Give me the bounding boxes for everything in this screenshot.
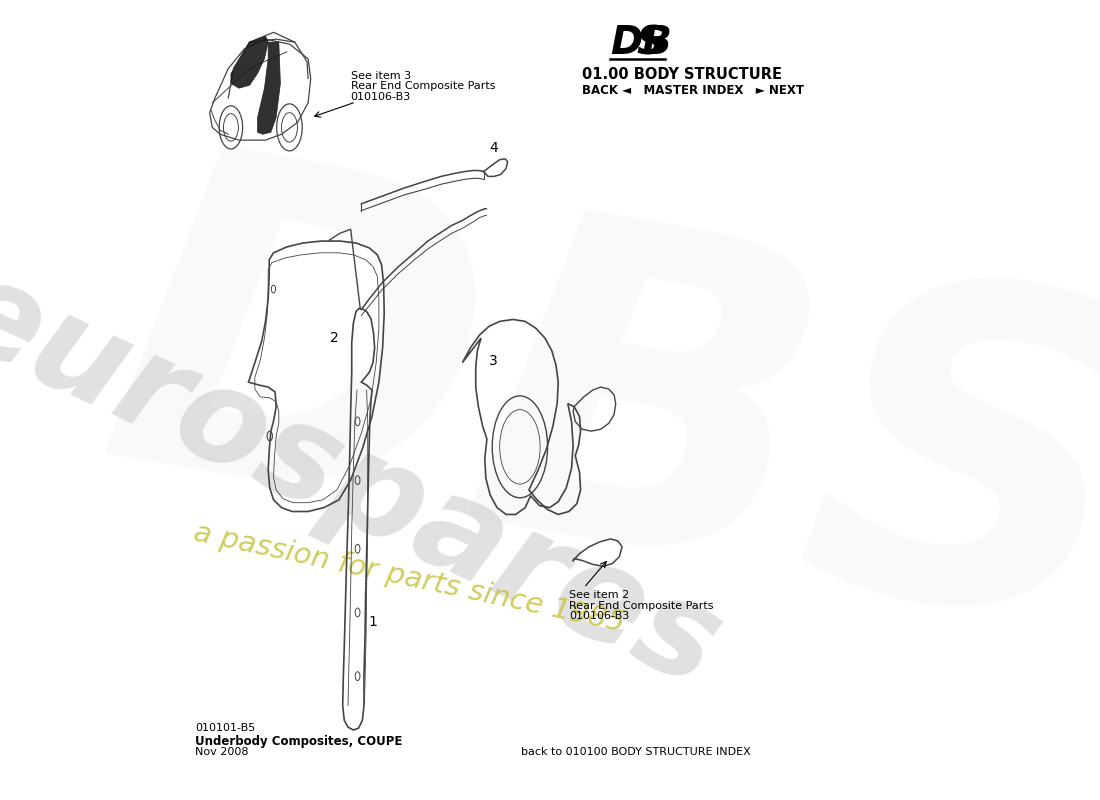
Text: See item 3: See item 3 xyxy=(351,70,410,81)
Text: 3: 3 xyxy=(488,354,497,368)
Text: See item 2: See item 2 xyxy=(569,590,629,600)
Text: DB: DB xyxy=(610,25,672,62)
Text: 1: 1 xyxy=(368,615,377,630)
Polygon shape xyxy=(231,36,268,88)
Text: DBS: DBS xyxy=(78,120,1100,722)
Text: S: S xyxy=(636,25,664,62)
Text: 01.00 BODY STRUCTURE: 01.00 BODY STRUCTURE xyxy=(582,66,782,82)
Text: Nov 2008: Nov 2008 xyxy=(196,746,249,757)
Text: 4: 4 xyxy=(488,141,497,155)
Text: Underbody Composites, COUPE: Underbody Composites, COUPE xyxy=(196,735,403,748)
Polygon shape xyxy=(257,42,280,134)
Text: Rear End Composite Parts: Rear End Composite Parts xyxy=(569,601,714,610)
Text: eurospares: eurospares xyxy=(0,246,740,714)
Text: 2: 2 xyxy=(330,331,339,345)
Text: 010106-B3: 010106-B3 xyxy=(569,611,629,622)
Text: a passion for parts since 1985: a passion for parts since 1985 xyxy=(191,518,627,638)
Text: 010106-B3: 010106-B3 xyxy=(351,92,411,102)
Text: Rear End Composite Parts: Rear End Composite Parts xyxy=(351,82,495,91)
Text: 010101-B5: 010101-B5 xyxy=(196,723,255,733)
Text: back to 010100 BODY STRUCTURE INDEX: back to 010100 BODY STRUCTURE INDEX xyxy=(521,746,751,757)
Text: BACK ◄   MASTER INDEX   ► NEXT: BACK ◄ MASTER INDEX ► NEXT xyxy=(582,84,804,98)
